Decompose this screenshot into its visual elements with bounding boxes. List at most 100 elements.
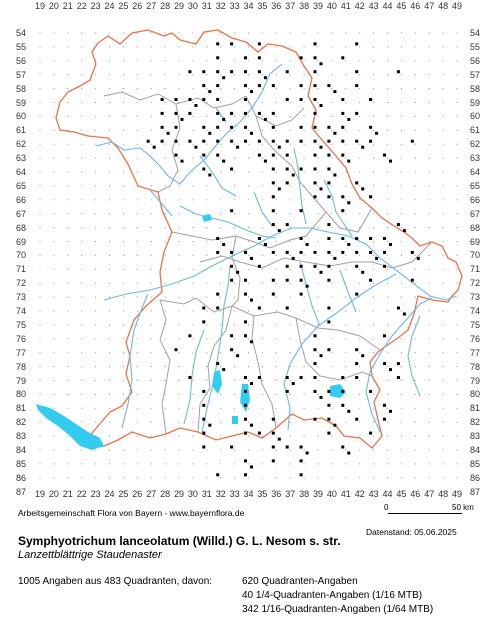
record-marker xyxy=(285,264,289,268)
grid-dot xyxy=(150,338,152,340)
grid-dot xyxy=(122,310,124,312)
grid-dot xyxy=(345,268,347,270)
grid-dot xyxy=(39,393,41,395)
grid-dot xyxy=(373,143,375,145)
grid-dot xyxy=(317,393,319,395)
record-marker xyxy=(202,306,206,310)
record-marker xyxy=(263,117,267,121)
grid-dot xyxy=(206,115,208,117)
grid-dot xyxy=(373,213,375,215)
grid-dot xyxy=(39,240,41,243)
grid-dot xyxy=(81,171,83,173)
grid-dot xyxy=(122,449,124,451)
grid-dot xyxy=(428,435,430,437)
grid-dot xyxy=(275,157,277,159)
grid-dot xyxy=(261,32,263,34)
grid-dot xyxy=(456,435,458,437)
record-marker xyxy=(355,362,359,366)
record-marker xyxy=(319,104,323,107)
grid-dot xyxy=(414,101,416,104)
column-label-bottom: 28 xyxy=(160,489,171,499)
grid-dot xyxy=(192,32,194,34)
grid-dot xyxy=(289,101,291,104)
grid-dot xyxy=(414,32,416,34)
row-label-left: 83 xyxy=(16,431,27,442)
grid-dot xyxy=(247,157,250,159)
grid-dot xyxy=(95,268,97,270)
record-marker xyxy=(285,70,289,74)
grid-dot xyxy=(261,379,263,382)
grid-dot xyxy=(192,407,194,409)
grid-dot xyxy=(331,171,333,173)
grid-dot xyxy=(414,60,416,62)
grid-dot xyxy=(303,157,305,159)
grid-dot xyxy=(164,74,166,76)
grid-dot xyxy=(108,74,111,76)
row-label-right: 56 xyxy=(470,55,481,66)
grid-dot xyxy=(150,46,152,48)
grid-dot xyxy=(164,449,166,451)
grid-dot xyxy=(220,143,222,145)
grid-dot xyxy=(400,463,402,465)
grid-dot xyxy=(108,338,111,340)
grid-dot xyxy=(359,491,361,493)
grid-dot xyxy=(373,310,375,312)
grid-dot xyxy=(192,254,194,256)
grid-dot xyxy=(178,463,180,465)
record-marker xyxy=(285,98,289,101)
grid-dot xyxy=(317,338,319,340)
record-marker xyxy=(263,243,267,246)
record-marker xyxy=(285,389,289,393)
grid-dot xyxy=(53,268,55,270)
grid-dot xyxy=(67,115,69,117)
grid-dot xyxy=(108,352,111,354)
column-label-top: 25 xyxy=(118,1,129,11)
grid-dot xyxy=(247,407,250,409)
grid-dot xyxy=(136,338,138,340)
record-marker xyxy=(188,139,192,143)
grid-dot xyxy=(136,101,138,104)
grid-dot xyxy=(414,296,416,298)
row-label-right: 57 xyxy=(470,69,481,80)
grid-dot xyxy=(39,463,41,465)
grid-dot xyxy=(331,477,333,479)
grid-dot xyxy=(192,379,194,382)
record-marker xyxy=(202,445,206,449)
row-label-left: 65 xyxy=(16,180,27,191)
column-label-top: 36 xyxy=(271,1,282,11)
grid-dot xyxy=(442,421,444,423)
column-label-bottom: 44 xyxy=(382,489,393,499)
record-marker xyxy=(347,243,351,246)
grid-dot xyxy=(275,435,277,437)
grid-dot xyxy=(247,449,250,451)
record-marker xyxy=(188,376,192,379)
grid-dot xyxy=(289,88,291,90)
row-label-right: 84 xyxy=(470,445,481,455)
grid-dot xyxy=(81,143,83,145)
row-label-left: 86 xyxy=(16,472,27,483)
grid-dot xyxy=(400,60,402,62)
grid-dot xyxy=(234,310,236,312)
row-label-right: 80 xyxy=(470,389,481,400)
grid-dot xyxy=(122,477,124,479)
grid-dot xyxy=(317,227,319,229)
row-label-right: 61 xyxy=(470,125,481,136)
row-label-left: 60 xyxy=(16,111,27,122)
row-label-left: 80 xyxy=(16,389,27,400)
grid-dot xyxy=(53,366,55,368)
column-label-top: 46 xyxy=(410,1,421,11)
grid-dot xyxy=(428,240,430,243)
row-label-right: 81 xyxy=(470,403,481,414)
grid-dot xyxy=(359,435,361,437)
record-marker xyxy=(355,376,359,379)
column-label-top: 27 xyxy=(146,1,157,11)
grid-dot xyxy=(136,240,138,243)
record-marker xyxy=(277,437,281,441)
grid-dot xyxy=(303,477,305,479)
record-marker xyxy=(236,354,240,358)
record-marker xyxy=(202,320,206,324)
grid-dot xyxy=(220,129,222,131)
grid-dot xyxy=(220,227,222,229)
grid-dot xyxy=(95,366,97,368)
grid-dot xyxy=(414,157,416,159)
